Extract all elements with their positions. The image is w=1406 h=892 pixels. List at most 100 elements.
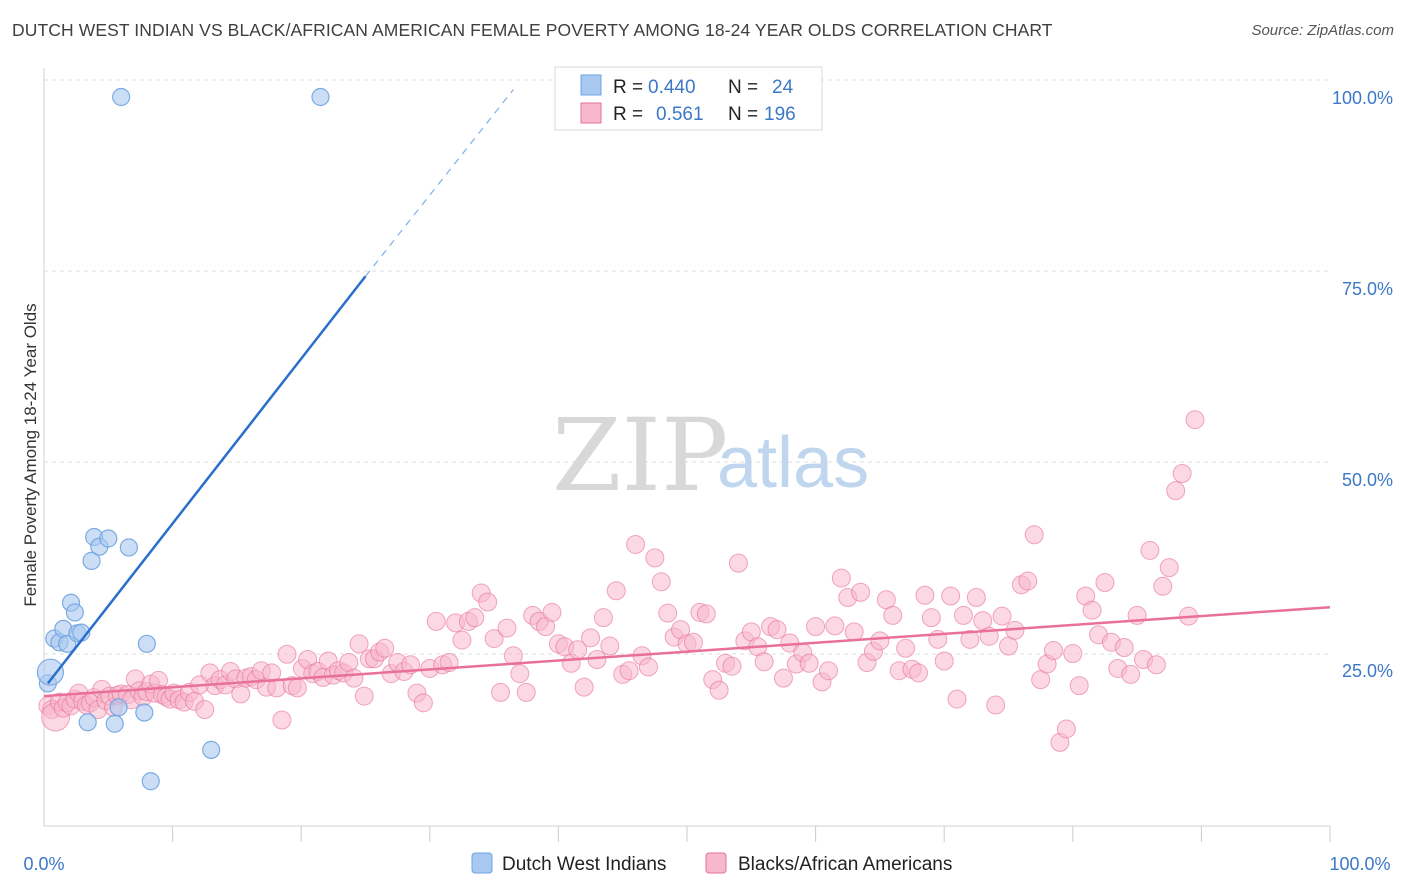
- pink-point: [195, 700, 215, 720]
- blue-point: [119, 538, 138, 557]
- pink-point: [1140, 540, 1160, 560]
- blue-point: [135, 703, 154, 722]
- pink-point: [1069, 676, 1089, 696]
- bottom-legend-swatch-blue: [471, 852, 493, 874]
- pink-point: [497, 618, 517, 638]
- pink-point: [344, 668, 364, 688]
- pink-point: [941, 586, 961, 606]
- pink-point: [516, 682, 536, 702]
- pink-point: [806, 617, 826, 637]
- stats-legend: R = 0.440 N = 24 R = 0.561 N = 196: [554, 66, 823, 131]
- pink-point: [484, 629, 504, 649]
- pink-point: [658, 603, 678, 623]
- pink-point: [1185, 410, 1205, 430]
- pink-point: [651, 572, 671, 592]
- blue-point: [141, 772, 160, 791]
- bottom-legend-label-dutch-west-indians: Dutch West Indians: [502, 854, 666, 875]
- pink-point: [825, 616, 845, 636]
- trend-line-pink: [43, 605, 1331, 698]
- pink-point: [709, 680, 729, 700]
- pink-point: [287, 678, 307, 698]
- pink-point: [645, 548, 665, 568]
- chart-title: DUTCH WEST INDIAN VS BLACK/AFRICAN AMERI…: [12, 20, 1053, 40]
- pink-point: [349, 634, 369, 654]
- pink-point: [593, 608, 613, 628]
- pink-point: [896, 638, 916, 658]
- pink-point: [491, 682, 511, 702]
- pink-point: [1082, 600, 1102, 620]
- legend-n-value-2: 196: [764, 104, 796, 125]
- pink-point: [908, 663, 928, 683]
- blue-point: [137, 634, 156, 653]
- pink-point: [960, 629, 980, 649]
- pink-point: [452, 630, 472, 650]
- watermark-zip: ZIP: [552, 397, 728, 514]
- pink-point: [818, 661, 838, 681]
- pink-point: [272, 710, 292, 730]
- pink-point: [375, 638, 395, 658]
- legend-n-label-2: N =: [728, 104, 758, 125]
- pink-point: [683, 632, 703, 652]
- pink-point: [1056, 719, 1076, 739]
- pink-point: [413, 693, 433, 713]
- legend-r-value-1: 0.440: [648, 77, 696, 98]
- pink-point: [510, 664, 530, 684]
- legend-n-value-1: 24: [772, 77, 794, 98]
- trend-lines: [43, 89, 1331, 698]
- pink-point: [966, 587, 986, 607]
- pink-point: [915, 585, 935, 605]
- legend-r-value-2: 0.561: [656, 104, 704, 125]
- pink-point: [1153, 576, 1173, 596]
- blue-point: [311, 87, 330, 107]
- legend-swatch-blue: [580, 74, 602, 96]
- pink-point: [354, 686, 374, 706]
- bottom-legend-swatch-pink: [705, 852, 727, 874]
- blue-point: [105, 714, 124, 733]
- bottom-legend-label-blacks-african-americans: Blacks/African Americans: [738, 854, 952, 875]
- pink-point: [1121, 664, 1141, 684]
- pink-point: [465, 608, 485, 628]
- chart-source: Source: ZipAtlas.com: [1251, 22, 1394, 39]
- series-blacks-african-americans: [38, 410, 1205, 752]
- legend-r-label-1: R =: [613, 77, 643, 98]
- pink-point: [606, 581, 626, 601]
- pink-point: [626, 534, 646, 554]
- y-axis-label: Female Poverty Among 18-24 Year Olds: [21, 303, 40, 606]
- pink-point: [1044, 641, 1064, 661]
- trend-line-blue: [46, 275, 367, 685]
- pink-point: [1166, 481, 1186, 501]
- blue-point: [112, 87, 131, 107]
- pink-point: [870, 631, 890, 651]
- pink-point: [1159, 558, 1179, 578]
- pink-point: [728, 553, 748, 573]
- pink-point: [767, 620, 787, 640]
- pink-point: [953, 605, 973, 625]
- series-legend: Dutch West Indians Blacks/African Americ…: [471, 852, 952, 875]
- legend-n-label-1: N =: [728, 77, 758, 98]
- pink-point: [1095, 573, 1115, 593]
- x-tick-label-min: 0.0%: [23, 854, 64, 874]
- pink-point: [1146, 655, 1166, 675]
- blue-point: [109, 698, 128, 717]
- watermark-atlas: atlas: [717, 423, 869, 503]
- pink-point: [1024, 525, 1044, 545]
- pink-point: [600, 636, 620, 656]
- blue-point: [78, 713, 97, 732]
- pink-point: [947, 689, 967, 709]
- pink-point: [478, 592, 498, 612]
- pink-point: [754, 652, 774, 672]
- pink-point: [844, 622, 864, 642]
- blue-point: [99, 529, 118, 548]
- legend-swatch-pink: [580, 102, 602, 124]
- trend-line-blue-extension: [364, 89, 514, 277]
- y-tick-label-2: 50.0%: [1342, 470, 1393, 490]
- grid-lines: [44, 79, 1330, 655]
- pink-point: [581, 628, 601, 648]
- x-axis-ticks: [172, 826, 1331, 842]
- pink-point: [638, 657, 658, 677]
- pink-point: [574, 677, 594, 697]
- y-axis-tick-labels: 100.0% 75.0% 50.0% 25.0%: [1332, 88, 1393, 681]
- pink-point: [542, 602, 562, 622]
- blue-point: [65, 603, 84, 622]
